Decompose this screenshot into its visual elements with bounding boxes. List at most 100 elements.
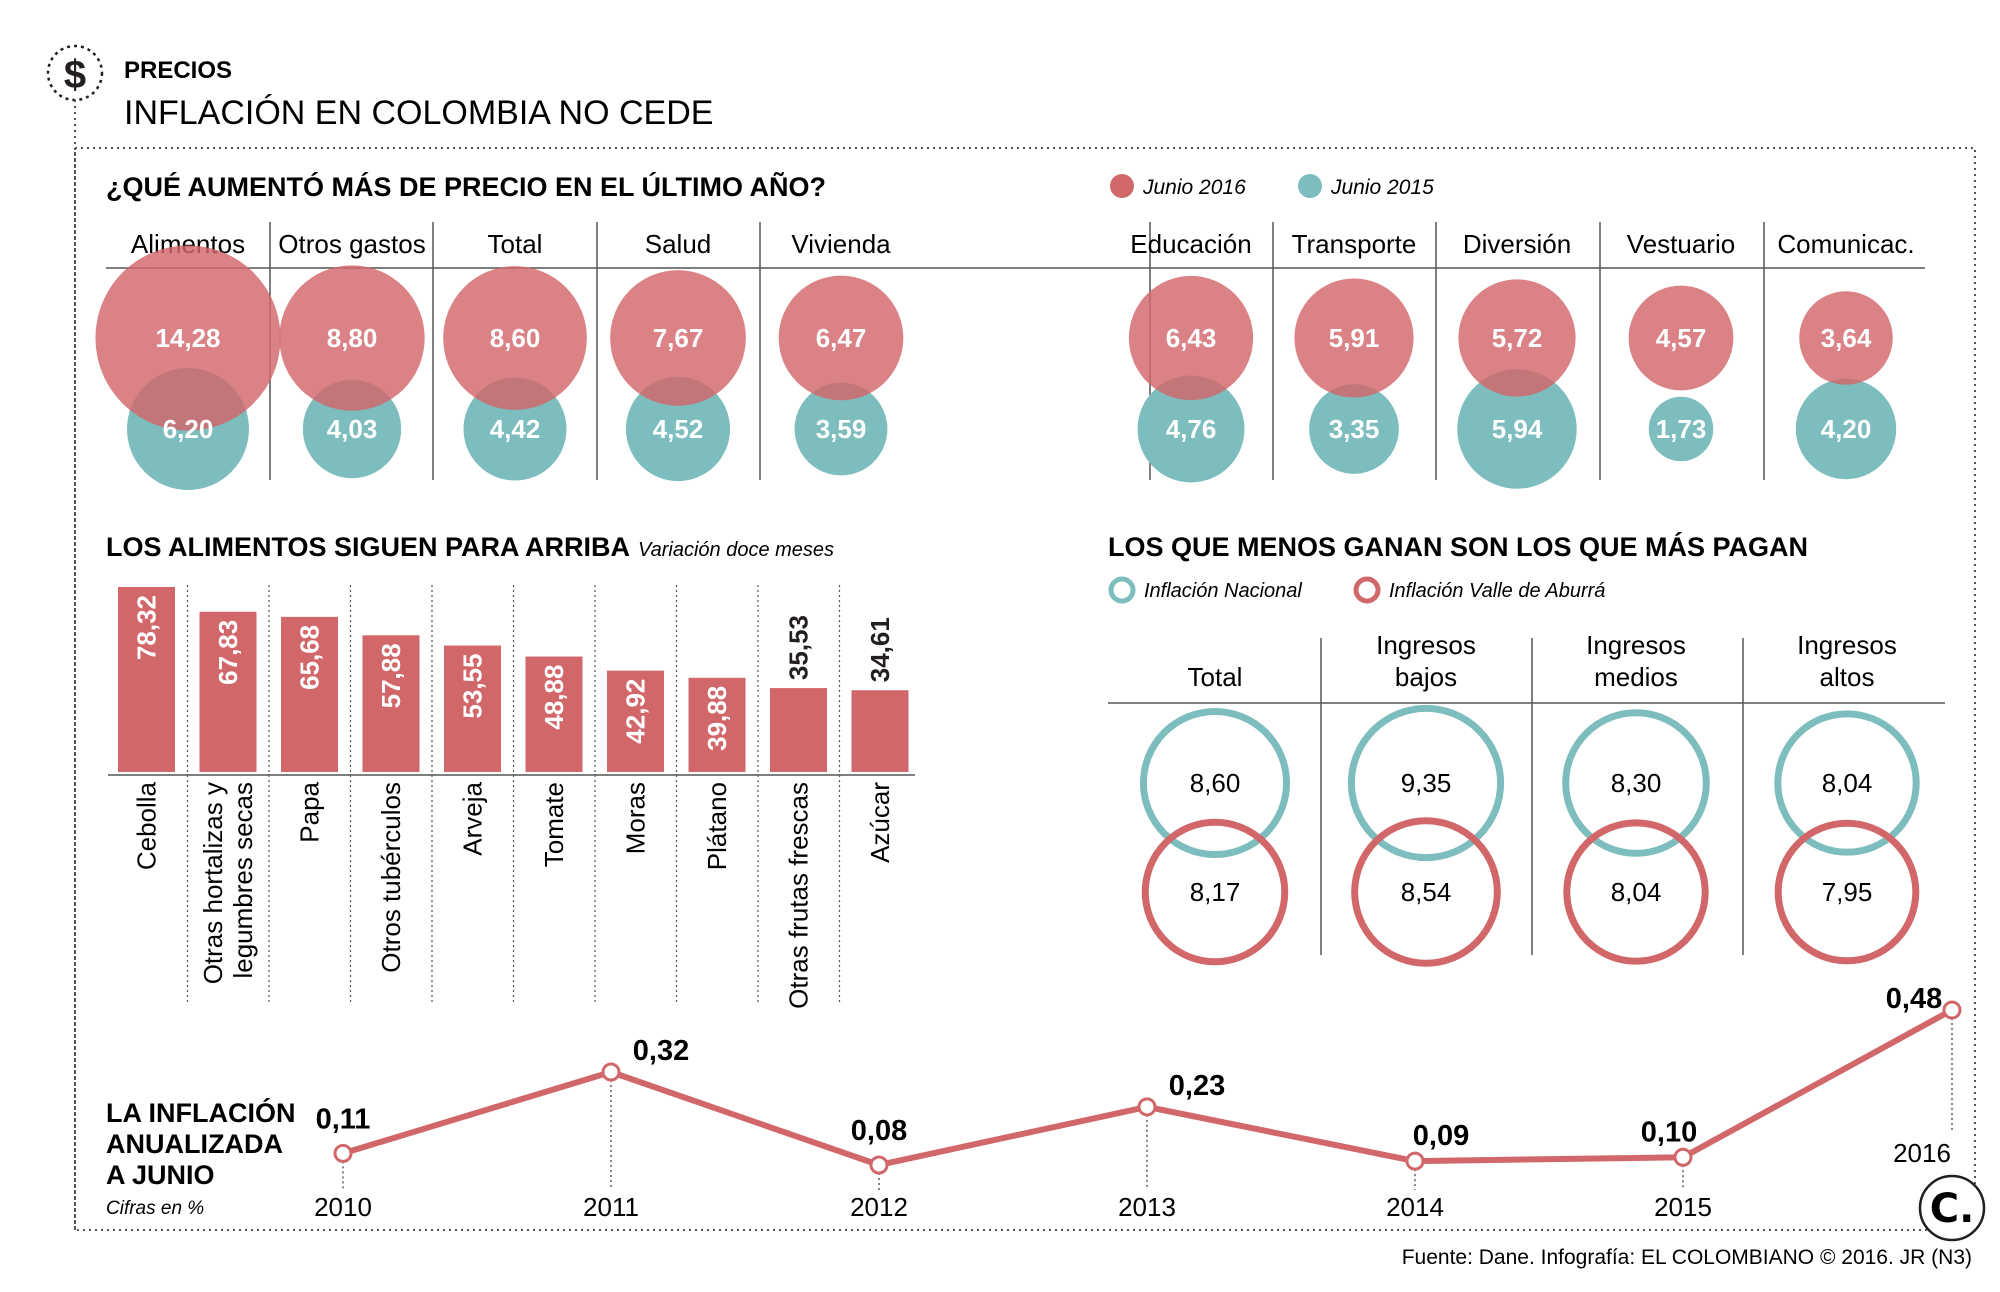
bubble-2016-3 [610, 270, 746, 406]
legend-swatch-2015 [1298, 174, 1322, 198]
line-year-label-5: 2015 [1654, 1192, 1712, 1222]
line-title-1: LA INFLACIÓN [106, 1097, 295, 1128]
bubble-category-9: Comunicac. [1777, 229, 1914, 259]
bar-category-label-5-0: Tomate [539, 782, 569, 867]
ring-nacional-2 [1562, 709, 1710, 857]
bar-1 [199, 611, 257, 772]
ring-category-1-0: Ingresos [1376, 630, 1476, 660]
line-year-label-3: 2013 [1118, 1192, 1176, 1222]
bubble-2015-label-5: 4,76 [1166, 414, 1217, 444]
bar-value-label-6: 42,92 [621, 679, 651, 744]
line-point-4 [1405, 1151, 1425, 1171]
line-value-label-0: 0,11 [316, 1103, 371, 1135]
dollar-icon-glyph: $ [64, 53, 86, 97]
content-frame [74, 147, 1976, 1231]
ring-valle-3 [1774, 819, 1920, 965]
bar-7 [688, 677, 746, 772]
bar-3 [362, 635, 420, 772]
bar-value-label-4: 53,55 [458, 654, 488, 719]
bar-value-label-7: 39,88 [702, 686, 732, 751]
bar-category-label-0-0: Cebolla [132, 781, 162, 870]
bar-category-label-4-0: Arveja [458, 781, 488, 855]
bar-chart-title-main: LOS ALIMENTOS SIGUEN PARA ARRIBA [106, 532, 630, 562]
bubble-2016-2 [443, 266, 587, 410]
bubble-2015-4 [794, 382, 888, 476]
ring-category-1-1: bajos [1395, 662, 1457, 692]
line-value-label-3: 0,23 [1169, 1070, 1225, 1102]
bubble-2016-1 [279, 265, 425, 411]
line-point-1 [601, 1062, 621, 1082]
ring-chart: TotalIngresosbajosIngresosmediosIngresos… [1139, 630, 1920, 967]
bubble-2016-6 [1294, 278, 1414, 398]
bar-category-label-9-0: Azúcar [865, 782, 895, 863]
bar-dividers [186, 585, 841, 1005]
bubble-category-7: Diversión [1463, 229, 1571, 259]
ring-valle-label-1: 8,54 [1401, 877, 1452, 907]
legend-label-nacional: Inflación Nacional [1144, 580, 1302, 602]
bubble-category-3: Salud [645, 229, 712, 259]
ring-nacional-1 [1347, 704, 1505, 862]
bubble-2015-label-0: 6,20 [163, 414, 214, 444]
bubble-2015-label-8: 1,73 [1656, 414, 1707, 444]
legend-swatch-2016 [1110, 174, 1134, 198]
bar-category-label-1-0: Otras hortalizas y [198, 782, 228, 984]
line-point-3 [1137, 1097, 1157, 1117]
ring-section: LOS QUE MENOS GANAN SON LOS QUE MÁS PAGA… [1108, 531, 1945, 967]
bar-4 [444, 645, 501, 772]
bubble-category-4: Vivienda [791, 229, 891, 259]
bubble-2016-label-1: 8,80 [327, 323, 378, 353]
bubble-2016-label-8: 4,57 [1656, 323, 1707, 353]
bubble-2015-label-3: 4,52 [653, 414, 704, 444]
legend-label-2015: Junio 2015 [1330, 176, 1434, 199]
bubble-2015-label-2: 4,42 [490, 414, 541, 444]
line-value-label-5: 0,10 [1641, 1116, 1697, 1148]
legend-label-2016: Junio 2016 [1142, 176, 1246, 199]
line-title-3: A JUNIO [106, 1160, 215, 1190]
line-subtitle: Cifras en % [106, 1198, 204, 1219]
line-point-2 [869, 1155, 889, 1175]
page-title: INFLACIÓN EN COLOMBIA NO CEDE [124, 94, 713, 132]
line-value-label-6: 0,48 [1886, 983, 1942, 1015]
bubble-chart: Alimentos Otros gastos Total Salud Vivienda E… [95, 229, 1915, 491]
bubble-2015-3 [625, 376, 731, 482]
bubble-2016-label-3: 7,67 [653, 323, 704, 353]
bar-category-label-2-0: Papa [295, 781, 325, 842]
ring-valle-1 [1351, 817, 1501, 967]
ring-nacional-label-0: 8,60 [1190, 768, 1241, 798]
line-chart: 0,11 0,32 0,08 0,23 0,09 0,10 0,48 2010 2011 2012… [314, 983, 1962, 1222]
line-year-label-4: 2014 [1386, 1192, 1444, 1222]
bubble-2015-9 [1795, 378, 1897, 480]
bar-category-label-1-1: legumbres secas [228, 782, 258, 979]
bubble-2015-5 [1137, 375, 1245, 483]
bubble-2016-4 [778, 275, 904, 401]
line-point-5 [1673, 1147, 1693, 1167]
ring-valle-label-0: 8,17 [1190, 877, 1241, 907]
bubble-2015-label-4: 3,59 [816, 414, 867, 444]
ring-chart-title: LOS QUE MENOS GANAN SON LOS QUE MÁS PAGA… [1108, 531, 1808, 562]
bar-chart-title: LOS ALIMENTOS SIGUEN PARA ARRIBA Variació… [106, 532, 834, 562]
legend-ring-valle [1353, 576, 1381, 604]
bubble-2016-label-5: 6,43 [1166, 323, 1217, 353]
bar-chart-subtitle: Variación doce meses [638, 539, 834, 561]
bar-value-label-2: 65,68 [295, 625, 325, 690]
ring-nacional-3 [1774, 710, 1920, 856]
ring-category-3-0: Ingresos [1797, 630, 1897, 660]
bubble-category-2: Total [488, 229, 543, 259]
bar-category-label-8-0: Otras frutas frescas [784, 782, 814, 1009]
bar-8 [770, 688, 827, 772]
line-point-0 [333, 1143, 353, 1163]
bubble-2016-0 [95, 245, 281, 431]
bar-0 [118, 587, 175, 772]
legend-ring-nacional [1108, 576, 1136, 604]
ring-dividers [1320, 638, 1744, 955]
ring-category-2-0: Ingresos [1586, 630, 1686, 660]
source-credit: Fuente: Dane. Infografía: EL COLOMBIANO … [1402, 1246, 1972, 1269]
bubble-2015-6 [1309, 384, 1399, 474]
bar-category-label-7-0: Plátano [702, 782, 732, 870]
line-title-2: ANUALIZADA [106, 1129, 283, 1159]
ring-valle-label-2: 8,04 [1611, 877, 1662, 907]
logo-letter: C. [1930, 1186, 1975, 1232]
line-value-label-2: 0,08 [851, 1115, 907, 1147]
ring-category-3-1: altos [1820, 662, 1875, 692]
bubble-2016-9 [1799, 291, 1893, 385]
